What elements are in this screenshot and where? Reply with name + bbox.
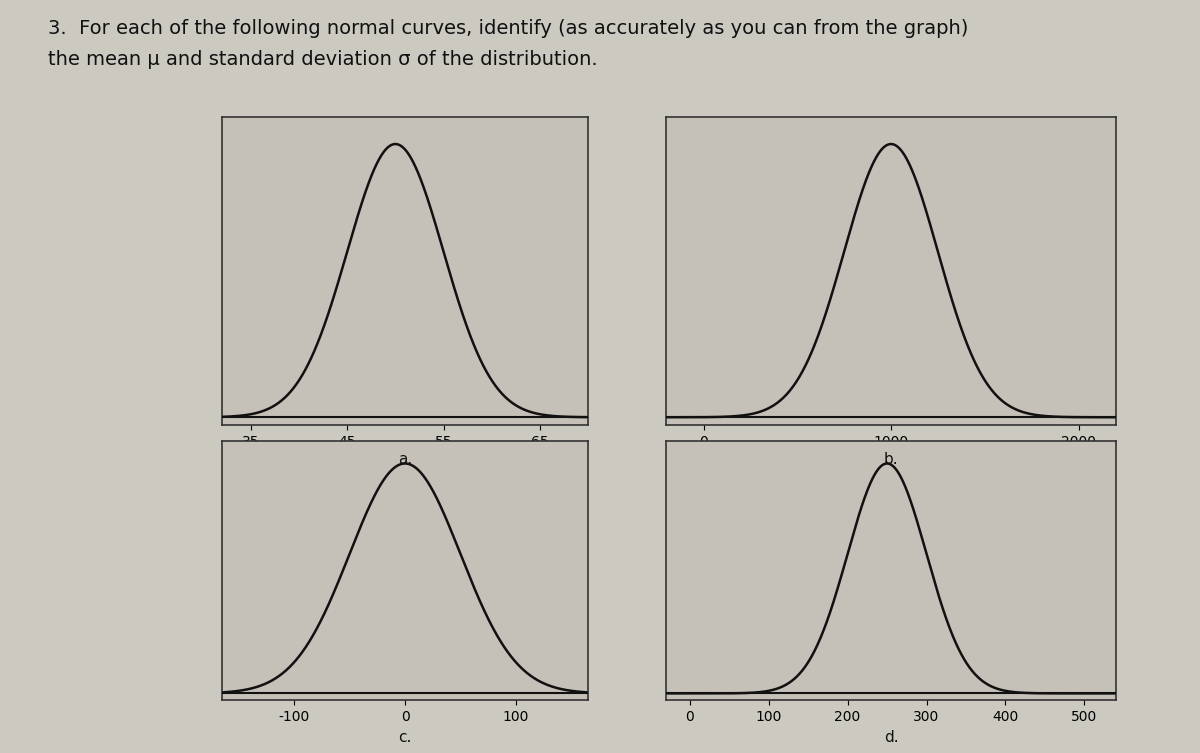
Text: d.: d. [883, 730, 899, 745]
Text: the mean μ and standard deviation σ of the distribution.: the mean μ and standard deviation σ of t… [48, 50, 598, 69]
Text: c.: c. [398, 730, 412, 745]
Text: a.: a. [398, 452, 412, 467]
Text: b.: b. [883, 452, 899, 467]
Text: 3.  For each of the following normal curves, identify (as accurately as you can : 3. For each of the following normal curv… [48, 19, 968, 38]
